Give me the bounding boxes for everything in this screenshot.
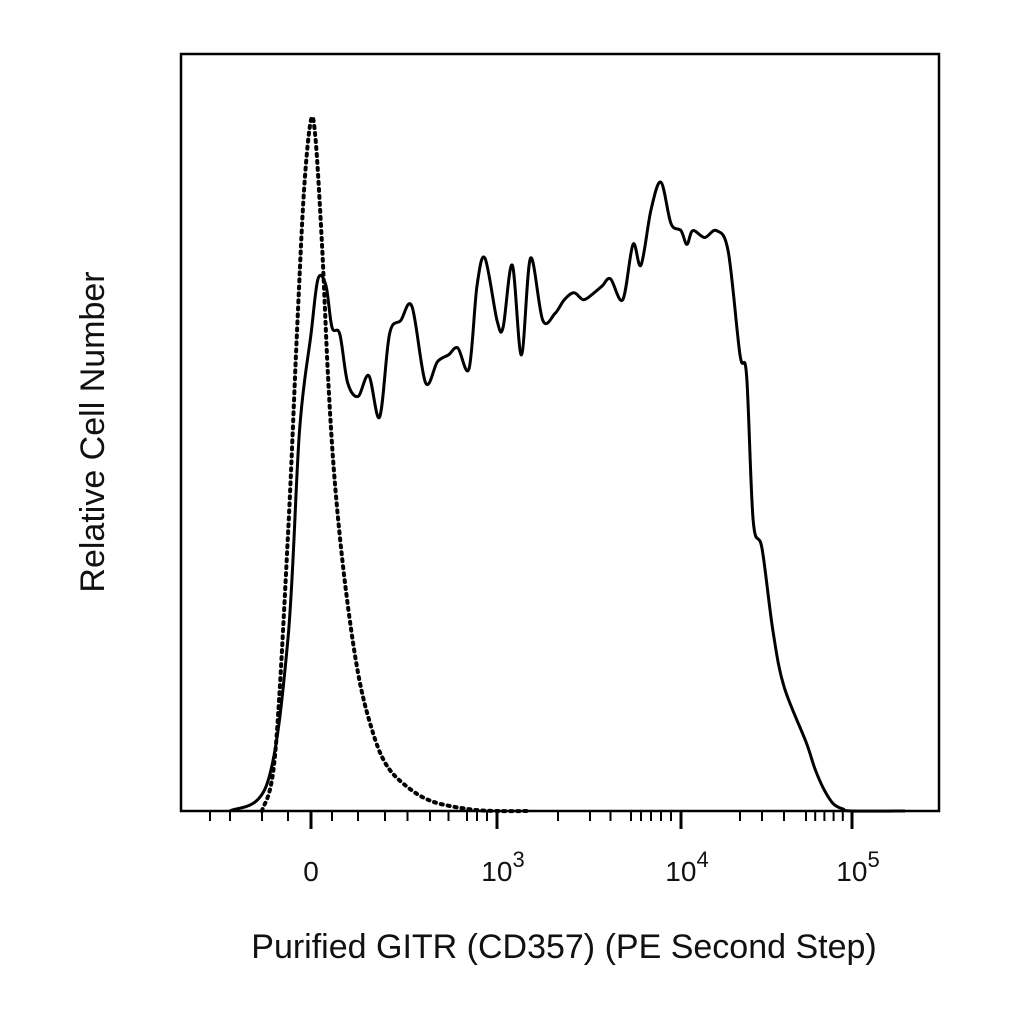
x-axis-ticks: [209, 811, 854, 829]
x-tick-label: 103: [481, 847, 524, 887]
histogram-curves: [229, 114, 906, 814]
y-axis-label: Relative Cell Number: [74, 271, 112, 592]
plot-frame: [179, 52, 941, 813]
x-tick-labels: 0 103 104 105: [303, 847, 879, 887]
control-series-line: [260, 114, 530, 814]
x-axis-label: Purified GITR (CD357) (PE Second Step): [251, 928, 876, 966]
stained-series-line: [229, 180, 906, 813]
x-tick-label: 104: [665, 847, 708, 887]
x-tick-label: 0: [303, 856, 319, 887]
x-tick-label: 105: [836, 847, 879, 887]
